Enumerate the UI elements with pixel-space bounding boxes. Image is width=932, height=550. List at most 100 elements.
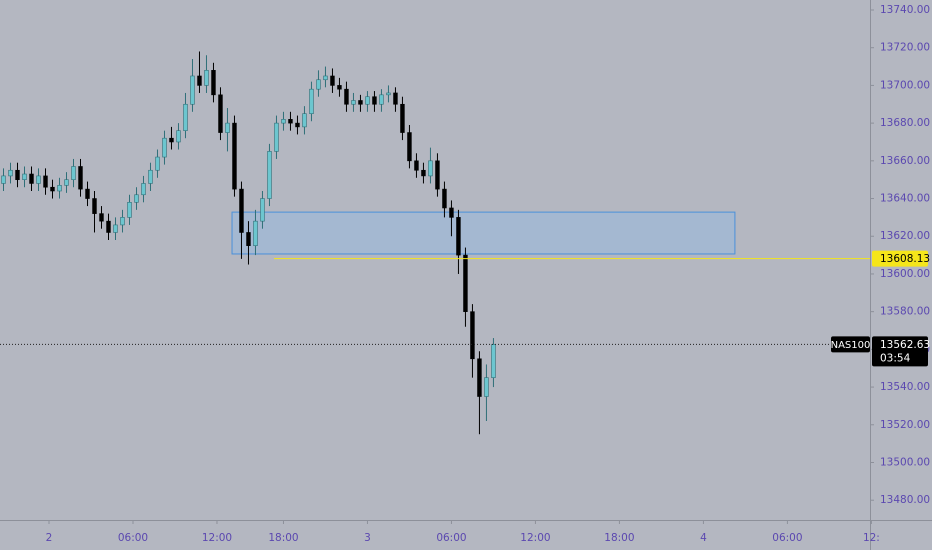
candle-body: [267, 151, 272, 199]
candle-body: [36, 175, 41, 184]
x-tick-label: 18:00: [604, 532, 634, 544]
candle-body: [232, 122, 237, 190]
candle-body: [85, 188, 90, 199]
candle-body: [141, 183, 146, 196]
candle-body: [414, 160, 419, 171]
candle-body: [134, 194, 139, 203]
candle-body: [484, 377, 489, 397]
candle-body: [302, 113, 307, 128]
candle-body: [29, 173, 34, 184]
candle-body: [211, 70, 216, 96]
candle-body: [393, 92, 398, 105]
candle-body: [428, 160, 433, 177]
y-tick-label: 13500.00: [880, 456, 930, 468]
y-tick-label: 13740.00: [880, 4, 930, 16]
x-tick-label: 06:00: [436, 532, 466, 544]
candle-body: [43, 175, 48, 188]
candle-body: [218, 94, 223, 133]
candle-body: [288, 119, 293, 124]
y-tick-label: 13520.00: [880, 419, 930, 431]
candle-body: [71, 166, 76, 180]
candle-body: [8, 169, 13, 177]
candle-body: [309, 88, 314, 114]
candle-body: [274, 122, 279, 152]
candle-body: [190, 75, 195, 105]
candle-body: [386, 92, 391, 96]
symbol-label: NAS100: [831, 340, 871, 351]
y-tick-label: 13620.00: [880, 230, 930, 242]
candle-body: [113, 224, 118, 233]
candle-body: [239, 188, 244, 233]
candle-body: [253, 220, 258, 246]
candle-body: [246, 232, 251, 246]
candle-body: [351, 100, 356, 105]
x-tick-label: 12:: [863, 532, 880, 544]
candle-body: [491, 344, 496, 378]
candle-body: [120, 217, 125, 226]
candle-body: [372, 96, 377, 105]
level-label-box: [872, 250, 928, 267]
y-tick-label: 13540.00: [880, 381, 930, 393]
candle-body: [358, 100, 363, 105]
candle-body: [57, 185, 62, 192]
candle-body: [337, 85, 342, 90]
candle-body: [1, 175, 6, 184]
candle-body: [260, 198, 265, 222]
candle-body: [204, 70, 209, 86]
candle-body: [379, 94, 384, 105]
candle-body: [78, 166, 83, 190]
candle-body: [183, 103, 188, 131]
x-tick-label: 18:00: [268, 532, 298, 544]
x-tick-label: 3: [364, 532, 371, 544]
candle-body: [365, 96, 370, 105]
candle-body: [400, 103, 405, 133]
zone: [231, 211, 736, 255]
level-label: 13608.13: [880, 253, 930, 265]
countdown-label: 03:54: [880, 352, 911, 364]
candle-body: [344, 88, 349, 105]
x-tick-label: 2: [46, 532, 53, 544]
candle-body: [176, 130, 181, 143]
y-tick-label: 13660.00: [880, 155, 930, 167]
candle-body: [92, 198, 97, 214]
x-tick-label: 12:00: [202, 532, 232, 544]
last-price-box: [872, 336, 928, 367]
y-tick-label: 13580.00: [880, 306, 930, 318]
candle-body: [470, 311, 475, 360]
y-tick-label: 13640.00: [880, 193, 930, 205]
y-tick-label: 13600.00: [880, 268, 930, 280]
y-tick-label: 13680.00: [880, 117, 930, 129]
candle-body: [421, 169, 426, 177]
x-tick-label: 12:00: [520, 532, 550, 544]
candle-body: [463, 254, 468, 312]
candle-body: [435, 160, 440, 190]
candle-body: [477, 358, 482, 397]
x-tick-label: 4: [700, 532, 707, 544]
candle-body: [162, 137, 167, 158]
y-tick-label: 13480.00: [880, 494, 930, 506]
candle-body: [456, 217, 461, 256]
candle-body: [99, 213, 104, 222]
candle-body: [106, 220, 111, 233]
candle-body: [281, 119, 286, 124]
candle-body: [442, 188, 447, 209]
last-price-label: 13562.63: [880, 339, 930, 351]
candle-body: [50, 186, 55, 192]
x-tick-label: 06:00: [772, 532, 802, 544]
candle-body: [155, 156, 160, 171]
candle-body: [225, 122, 230, 133]
symbol-label-box: [831, 336, 870, 353]
y-tick-label: 13700.00: [880, 79, 930, 91]
x-tick-label: 06:00: [118, 532, 148, 544]
candle-body: [64, 179, 69, 186]
candle-body: [15, 169, 20, 180]
candle-body: [22, 173, 27, 180]
y-tick-label: 13720.00: [880, 42, 930, 54]
candle-body: [330, 75, 335, 86]
candle-body: [148, 169, 153, 184]
candle-body: [197, 75, 202, 86]
candle-body: [127, 202, 132, 218]
candle-body: [316, 79, 321, 90]
